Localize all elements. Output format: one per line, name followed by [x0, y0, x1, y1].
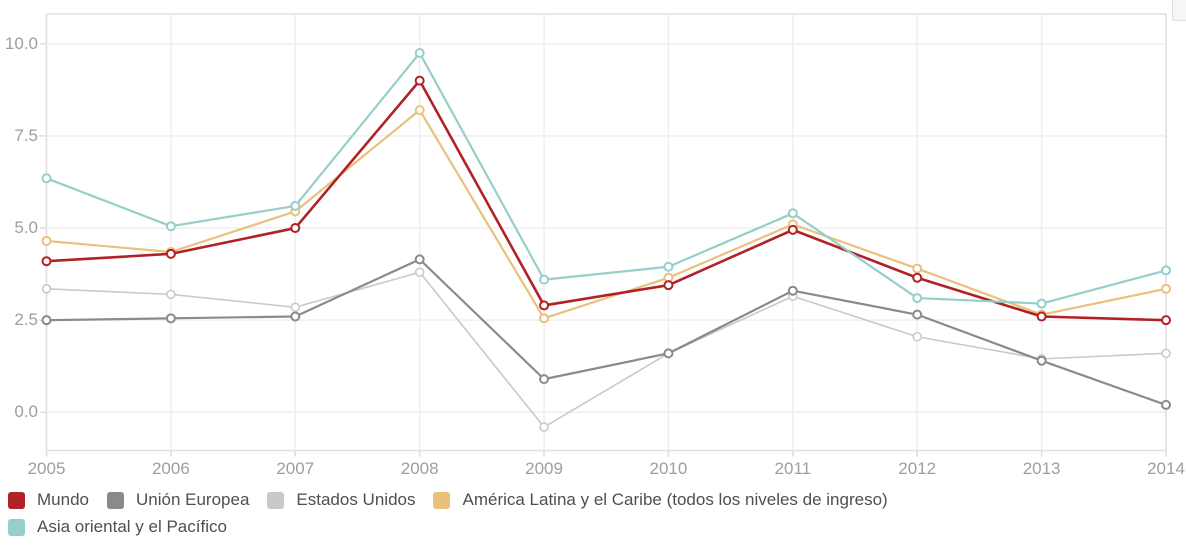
series-line	[46, 51, 1167, 305]
data-point-marker	[1161, 348, 1171, 359]
data-point-marker	[912, 309, 923, 320]
data-point-marker	[414, 267, 425, 278]
data-point-marker	[912, 263, 923, 274]
data-point-marker	[787, 224, 798, 235]
data-point-marker	[1161, 283, 1171, 294]
x-axis-tick-label: 2013	[1022, 459, 1061, 478]
data-point-marker	[663, 261, 674, 272]
x-axis-tick-label: 2007	[276, 459, 315, 478]
scrollbar-fragment[interactable]	[1172, 0, 1186, 21]
x-axis-tick-label: 2011	[774, 459, 812, 478]
series-line	[46, 79, 1167, 322]
y-axis-tick-label: 7.5	[14, 125, 38, 145]
data-point-marker	[165, 313, 176, 324]
legend-label: Asia oriental y el Pacífico	[37, 517, 227, 536]
data-point-marker	[165, 221, 176, 232]
series-line	[46, 258, 1167, 406]
legend-label: Mundo	[37, 490, 89, 509]
legend-label: América Latina y el Caribe (todos los ni…	[462, 490, 888, 509]
y-axis-tick-label: 10.0	[4, 33, 38, 53]
data-point-marker	[41, 235, 52, 246]
legend-label: Estados Unidos	[296, 490, 416, 509]
data-point-marker	[1036, 311, 1047, 322]
data-point-marker	[414, 48, 425, 59]
legend-item[interactable]: Mundo	[8, 489, 89, 511]
legend-label: Unión Europea	[135, 490, 250, 509]
x-axis-tick-label: 2010	[649, 459, 688, 478]
data-point-marker	[663, 280, 674, 291]
data-point-marker	[290, 311, 301, 322]
data-point-marker	[290, 302, 301, 313]
data-point-marker	[1036, 355, 1047, 366]
legend-item[interactable]: Unión Europea	[106, 489, 250, 511]
data-point-marker	[539, 313, 550, 324]
data-point-marker	[912, 331, 923, 342]
series-line	[46, 271, 1167, 428]
y-axis-tick-label: 2.5	[14, 310, 38, 330]
legend-item[interactable]: América Latina y el Caribe (todos los ni…	[433, 489, 888, 511]
legend-swatch-icon	[267, 491, 285, 509]
x-axis-tick-label: 2006	[151, 459, 190, 478]
data-point-marker	[1036, 298, 1047, 309]
data-point-marker	[539, 274, 550, 285]
data-point-marker	[414, 105, 425, 116]
data-point-marker	[41, 173, 52, 184]
legend-swatch-icon	[106, 491, 124, 509]
x-axis-tick-label: 2008	[400, 459, 439, 478]
x-axis-tick-label: 2014	[1147, 459, 1185, 478]
data-point-marker	[166, 289, 176, 300]
data-point-marker	[912, 272, 923, 283]
x-axis-tick-label: 2005	[27, 459, 66, 478]
data-point-marker	[787, 285, 798, 296]
data-point-marker	[41, 315, 52, 326]
legend-swatch-icon	[8, 491, 25, 509]
data-point-marker	[165, 248, 176, 259]
chart-legend: Mundo Unión Europea Estados Unidos América …	[8, 489, 1088, 538]
data-point-marker	[787, 208, 798, 219]
data-point-marker	[912, 293, 923, 304]
legend-swatch-icon	[8, 518, 25, 536]
data-point-marker	[539, 300, 550, 311]
data-point-marker	[1161, 399, 1171, 410]
data-point-marker	[414, 75, 425, 86]
x-axis-tick-label: 2012	[898, 459, 937, 478]
y-axis-tick-label: 0.0	[14, 402, 38, 422]
legend-item[interactable]: Asia oriental y el Pacífico	[8, 516, 227, 538]
y-axis-tick-label: 5.0	[14, 218, 38, 238]
data-point-marker	[1161, 265, 1171, 276]
data-point-marker	[290, 223, 301, 234]
data-point-marker	[41, 256, 52, 267]
data-point-marker	[41, 284, 52, 294]
data-point-marker	[414, 254, 425, 265]
plot-border	[45, 13, 1167, 452]
data-point-marker	[539, 374, 550, 385]
data-point-marker	[663, 348, 674, 359]
data-point-marker	[1161, 315, 1171, 326]
legend-swatch-icon	[433, 491, 451, 509]
data-point-marker	[290, 200, 301, 211]
legend-item[interactable]: Estados Unidos	[267, 489, 415, 511]
x-axis-tick-label: 2009	[525, 459, 563, 478]
series-line	[46, 109, 1167, 320]
data-point-marker	[539, 422, 549, 432]
